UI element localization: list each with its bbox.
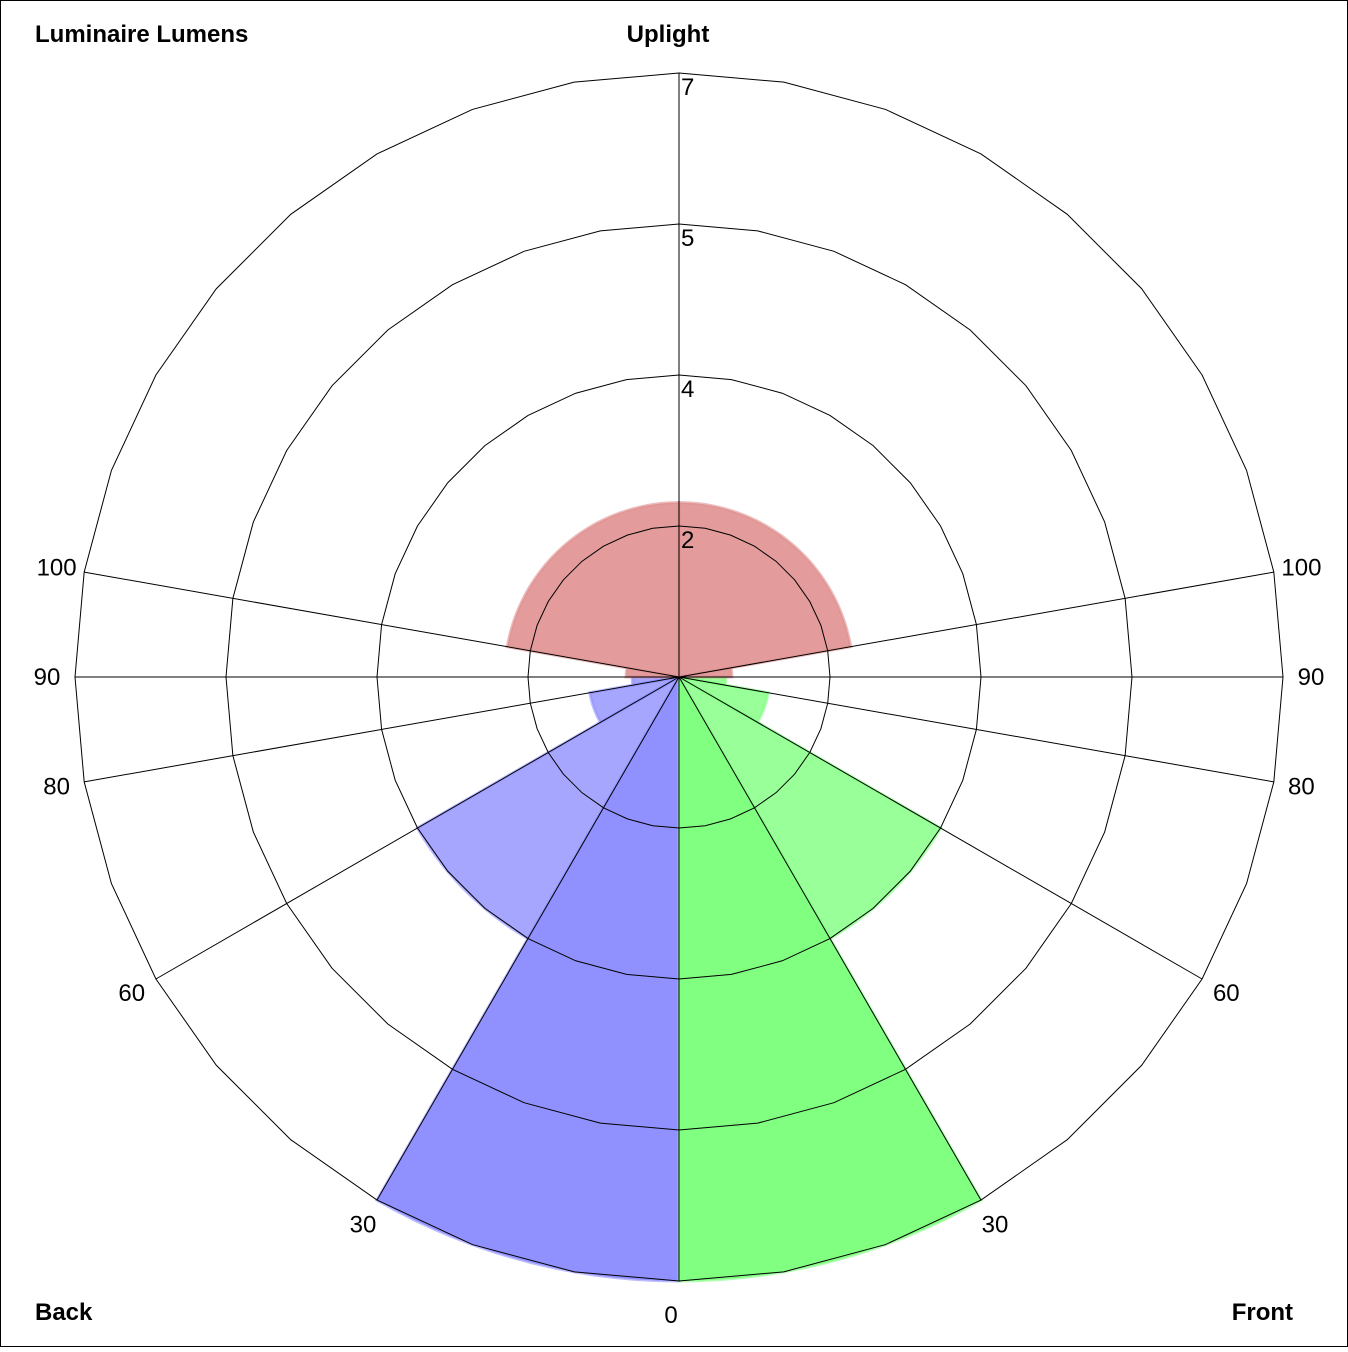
radial-tick-label: 5 (681, 225, 694, 252)
grid-spoke-100 (84, 571, 680, 678)
wedge-uplight-100-180 (505, 501, 681, 679)
tick-labels: 2 4 5 7 30 60 80 90 100 30 60 80 90 100 0 (34, 74, 1325, 1329)
angle-tick-label-right: 100 (1281, 554, 1321, 581)
wedge-front-60-80 (678, 675, 770, 725)
wedge-back-0-30 (374, 671, 681, 1283)
angle-tick-label-zero: 0 (664, 1302, 677, 1329)
grid-spoke-30 (678, 676, 982, 1201)
wedge-back-30-60 (415, 672, 684, 941)
radial-tick-label: 4 (681, 376, 694, 403)
wedge-front-30-60 (674, 672, 943, 941)
angle-tick-label-left: 30 (350, 1211, 377, 1238)
grid-spoke-100 (678, 571, 1274, 678)
grid-spoke-60 (678, 676, 1203, 980)
grid-spoke-30 (376, 676, 680, 1201)
uplight-label: Uplight (627, 21, 710, 48)
angle-tick-label-left: 80 (43, 774, 70, 801)
chart-title: Luminaire Lumens (35, 21, 248, 48)
wedge-front-0-30 (677, 671, 984, 1283)
angle-tick-label-left: 90 (34, 664, 61, 691)
front-label: Front (1232, 1299, 1293, 1326)
grid-spoke-80 (678, 676, 1274, 783)
radial-tick-label: 2 (681, 527, 694, 554)
angle-tick-label-left: 100 (37, 554, 77, 581)
angle-tick-label-left: 60 (118, 980, 145, 1007)
angle-tick-label-right: 90 (1298, 664, 1325, 691)
grid-spoke-60 (155, 676, 680, 980)
angle-tick-label-right: 30 (982, 1211, 1009, 1238)
radial-tick-label: 7 (681, 74, 694, 101)
angle-tick-label-right: 80 (1288, 774, 1315, 801)
grid-spoke-80 (84, 676, 680, 783)
back-label: Back (35, 1299, 93, 1326)
grid (74, 72, 1284, 1282)
wedge-back-60-80 (588, 675, 680, 725)
angle-tick-label-right: 60 (1213, 980, 1240, 1007)
wedge-uplight-100-180 (677, 501, 853, 679)
